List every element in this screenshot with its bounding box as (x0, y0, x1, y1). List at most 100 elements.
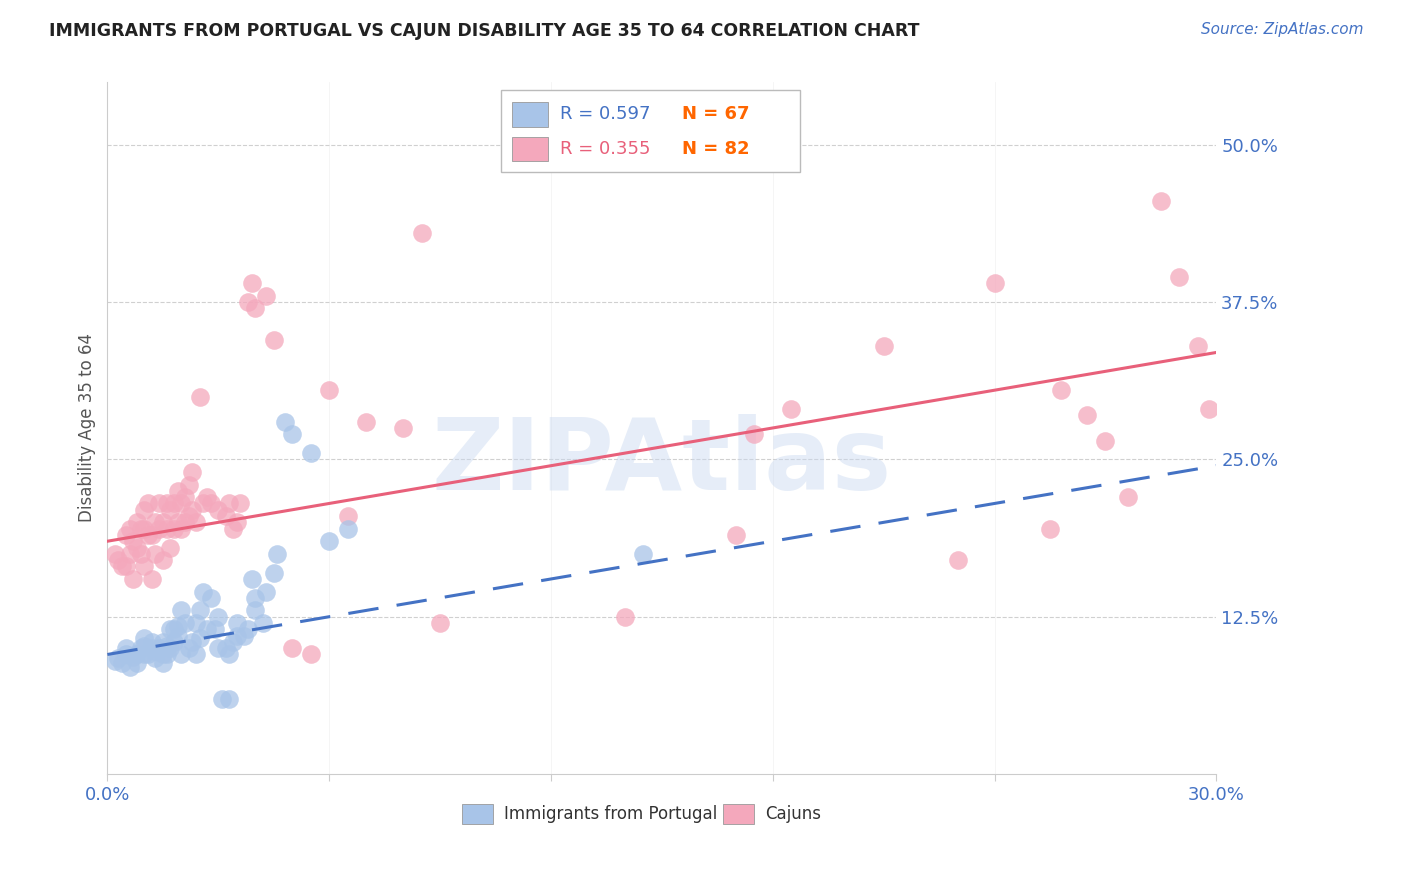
Point (134, 639, 156, 653)
Point (152, 648, 174, 662)
Point (245, 591, 267, 605)
Text: ZIPAtlas: ZIPAtlas (432, 414, 891, 511)
Point (141, 641, 163, 656)
Point (236, 295, 259, 310)
Bar (723, 805, 754, 824)
Text: N = 82: N = 82 (682, 140, 749, 158)
Bar (512, 102, 547, 127)
Point (195, 490, 218, 504)
Point (118, 547, 141, 561)
Point (188, 631, 211, 645)
Point (155, 496, 177, 510)
Point (1050, 383, 1073, 397)
Point (336, 509, 359, 524)
Point (177, 641, 200, 656)
Point (141, 572, 163, 586)
Point (134, 648, 156, 662)
Point (299, 446, 322, 460)
Point (125, 541, 148, 555)
Point (107, 651, 129, 665)
Point (218, 496, 240, 510)
Point (170, 603, 193, 617)
Point (1116, 490, 1139, 504)
Point (200, 591, 222, 605)
Point (281, 427, 304, 442)
Point (166, 629, 188, 643)
Point (104, 654, 127, 668)
Point (263, 566, 285, 580)
Point (742, 427, 765, 442)
Point (225, 516, 247, 530)
Point (118, 522, 141, 536)
Point (134, 631, 156, 645)
Point (134, 502, 156, 516)
Point (148, 496, 170, 510)
Point (1039, 522, 1062, 536)
Point (392, 421, 415, 435)
Text: Cajuns: Cajuns (765, 805, 821, 823)
Point (254, 289, 277, 303)
Point (245, 603, 267, 617)
Point (207, 502, 229, 516)
Text: Source: ZipAtlas.com: Source: ZipAtlas.com (1201, 22, 1364, 37)
Point (125, 648, 148, 662)
Point (240, 277, 263, 291)
Y-axis label: Disability Age 35 to 64: Disability Age 35 to 64 (79, 334, 96, 523)
Point (1076, 409, 1098, 423)
Point (159, 541, 181, 555)
Point (129, 547, 152, 561)
Point (155, 639, 177, 653)
Point (155, 648, 177, 662)
Point (318, 383, 340, 397)
Point (145, 516, 167, 530)
Point (125, 657, 148, 671)
Text: R = 0.355: R = 0.355 (560, 140, 651, 158)
Point (111, 559, 134, 574)
Point (207, 641, 229, 656)
Point (1168, 269, 1191, 284)
Point (129, 641, 152, 656)
Point (141, 635, 163, 649)
Point (207, 609, 229, 624)
Point (225, 615, 247, 630)
Point (159, 623, 181, 637)
Point (152, 657, 174, 671)
Point (780, 402, 803, 417)
Point (188, 603, 211, 617)
Point (115, 641, 138, 656)
Point (252, 615, 274, 630)
Point (240, 572, 263, 586)
Bar (463, 805, 494, 824)
Point (181, 635, 204, 649)
Point (245, 301, 267, 316)
Point (145, 651, 167, 665)
Point (166, 516, 188, 530)
Point (429, 615, 451, 630)
Point (1198, 402, 1220, 417)
Point (211, 691, 233, 706)
Point (263, 333, 285, 347)
Point (336, 522, 359, 536)
Point (184, 516, 207, 530)
Point (215, 509, 238, 524)
Point (299, 648, 322, 662)
Point (354, 415, 377, 429)
Point (181, 465, 204, 479)
Point (1094, 434, 1116, 448)
Point (200, 496, 222, 510)
Point (274, 415, 297, 429)
Point (129, 522, 152, 536)
Text: N = 67: N = 67 (682, 105, 749, 123)
Point (118, 660, 141, 674)
Point (318, 534, 340, 549)
Point (633, 547, 655, 561)
Point (136, 648, 159, 662)
Bar (512, 136, 547, 161)
Text: R = 0.597: R = 0.597 (560, 105, 651, 123)
Point (104, 547, 127, 561)
Point (174, 490, 197, 504)
Point (163, 522, 186, 536)
FancyBboxPatch shape (501, 90, 800, 172)
Point (222, 635, 245, 649)
Point (159, 502, 181, 516)
